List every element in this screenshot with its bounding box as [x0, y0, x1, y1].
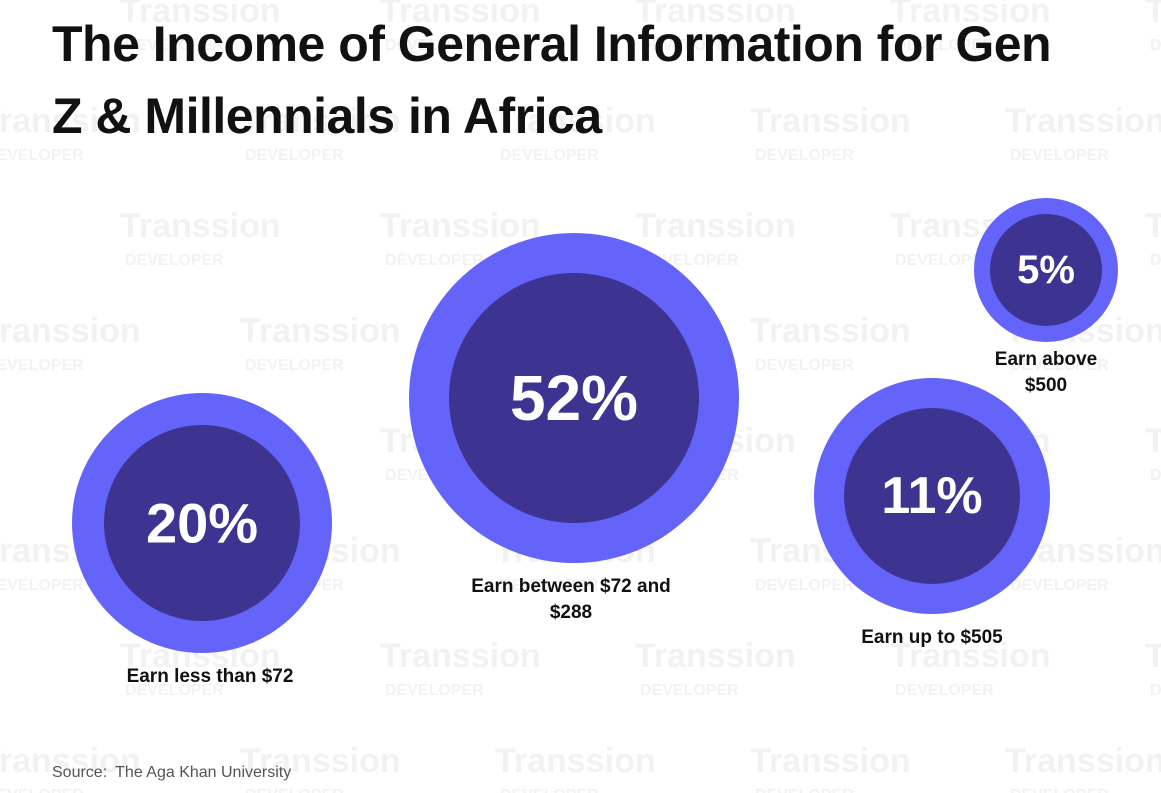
watermark-sub: DEVELOPER	[0, 147, 84, 164]
watermark-sub: DEVELOPER	[1010, 787, 1109, 793]
category-label: Earn less than $72	[126, 666, 294, 687]
watermark-sub: DEVELOPER	[895, 37, 994, 54]
watermark-brand: Transsion	[1145, 207, 1161, 245]
watermark-sub: DEVELOPER	[895, 252, 994, 269]
watermark-sub: DEVELOPER	[755, 147, 854, 164]
value-label: 5%	[1017, 248, 1075, 292]
category-label: Earn above $500	[994, 349, 1098, 396]
watermark-brand: Transsion	[120, 0, 281, 30]
watermark-brand: Transsion	[0, 742, 141, 780]
watermark-sub: DEVELOPER	[125, 37, 224, 54]
watermark-brand: Transsion	[890, 0, 1051, 30]
watermark-sub: DEVELOPER	[1150, 682, 1161, 699]
watermark-brand: Transsion	[1145, 422, 1161, 460]
watermark-sub: DEVELOPER	[1150, 37, 1161, 54]
watermark-brand: Transsion	[1005, 742, 1161, 780]
watermark-sub: DEVELOPER	[640, 37, 739, 54]
watermark-sub: DEVELOPER	[755, 577, 854, 594]
watermark-sub: DEVELOPER	[1150, 252, 1161, 269]
watermark-brand: Transsion	[1145, 637, 1161, 675]
watermark-sub: DEVELOPER	[125, 682, 224, 699]
watermark-sub: DEVELOPER	[0, 577, 84, 594]
watermark-brand: Transsion	[380, 207, 541, 245]
chart-title: The Income of General Information for Ge…	[52, 16, 1052, 144]
watermark-brand: Transsion	[495, 742, 656, 780]
watermark-brand: Transsion	[1005, 102, 1161, 140]
watermark-brand: Transsion	[750, 102, 911, 140]
watermark-sub: DEVELOPER	[1150, 467, 1161, 484]
watermark-brand: Transsion	[890, 637, 1051, 675]
watermark-brand: Transsion	[495, 102, 656, 140]
watermark-sub: DEVELOPER	[245, 787, 344, 793]
watermark-brand: Transsion	[240, 742, 401, 780]
source-text: The Aga Khan University	[115, 764, 292, 781]
watermark-brand: Transsion	[240, 102, 401, 140]
watermark-sub: DEVELOPER	[500, 577, 599, 594]
category-label: Earn between $72 and $288	[471, 576, 671, 623]
watermark-brand: Transsion	[0, 312, 141, 350]
watermark-sub: DEVELOPER	[1010, 577, 1109, 594]
bubble-inner	[449, 273, 699, 523]
watermark-sub: DEVELOPER	[125, 252, 224, 269]
watermark-sub: DEVELOPER	[0, 357, 84, 374]
watermark-brand: Transsion	[240, 312, 401, 350]
watermark-sub: DEVELOPER	[500, 147, 599, 164]
value-label: 20%	[146, 492, 258, 555]
bubble-inner	[844, 408, 1020, 584]
watermark-brand: Transsion	[750, 742, 911, 780]
watermark-brand: Transsion	[635, 637, 796, 675]
watermark-sub: DEVELOPER	[1010, 147, 1109, 164]
source: Source: The Aga Khan University	[52, 764, 299, 782]
watermark-sub: DEVELOPER	[500, 787, 599, 793]
watermark-brand: Transsion	[380, 0, 541, 30]
watermark-sub: DEVELOPER	[245, 357, 344, 374]
category-label: Earn up to $505	[861, 627, 1003, 648]
watermark-brand: Transsion	[635, 0, 796, 30]
watermark-brand: Transsion	[0, 102, 141, 140]
watermark-sub: DEVELOPER	[640, 682, 739, 699]
watermark-sub: DEVELOPER	[385, 682, 484, 699]
watermark-sub: DEVELOPER	[755, 787, 854, 793]
source-label: Source:	[52, 764, 108, 781]
watermark-sub: DEVELOPER	[245, 147, 344, 164]
watermark-brand: Transsion	[120, 207, 281, 245]
watermark-sub: DEVELOPER	[385, 252, 484, 269]
watermark-sub: DEVELOPER	[385, 37, 484, 54]
bubble-inner	[104, 425, 300, 621]
watermark-sub: DEVELOPER	[0, 787, 84, 793]
bubble-inner	[990, 214, 1102, 326]
watermark-sub: DEVELOPER	[1010, 357, 1109, 374]
watermark-brand: Transsion	[1145, 0, 1161, 30]
watermark-brand: Transsion	[635, 207, 796, 245]
watermark-sub: DEVELOPER	[755, 357, 854, 374]
watermark-brand: Transsion	[750, 312, 911, 350]
value-label: 52%	[510, 362, 638, 434]
value-label: 11%	[881, 467, 982, 525]
watermark-brand: Transsion	[380, 637, 541, 675]
watermark-sub: DEVELOPER	[895, 682, 994, 699]
